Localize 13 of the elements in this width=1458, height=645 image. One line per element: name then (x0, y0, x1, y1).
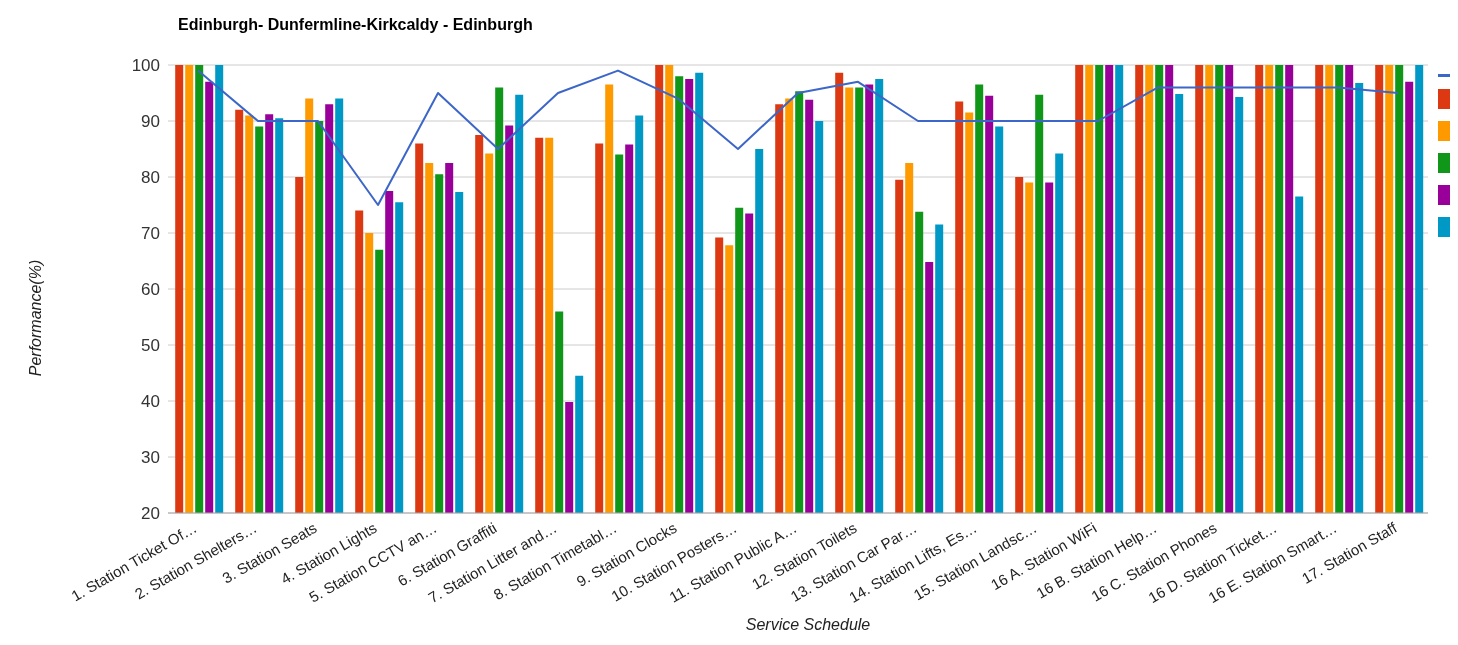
y-tick-label: 70 (141, 224, 160, 244)
y-axis-title: Performance(%) (27, 259, 45, 377)
y-tick-label: 30 (141, 448, 160, 468)
y-tick-label: 50 (141, 336, 160, 356)
y-tick-label: 60 (141, 280, 160, 300)
y-tick-label: 40 (141, 392, 160, 412)
y-tick-label: 20 (141, 504, 160, 524)
line-series (197, 69, 1399, 206)
y-tick-label: 80 (141, 168, 160, 188)
x-axis-title: Service Schedule (744, 616, 872, 634)
y-tick-label: 100 (131, 56, 160, 76)
y-tick-label: 90 (141, 112, 160, 132)
chart-title: Edinburgh- Dunfermline-Kirkcaldy - Edinburgh (178, 16, 533, 34)
